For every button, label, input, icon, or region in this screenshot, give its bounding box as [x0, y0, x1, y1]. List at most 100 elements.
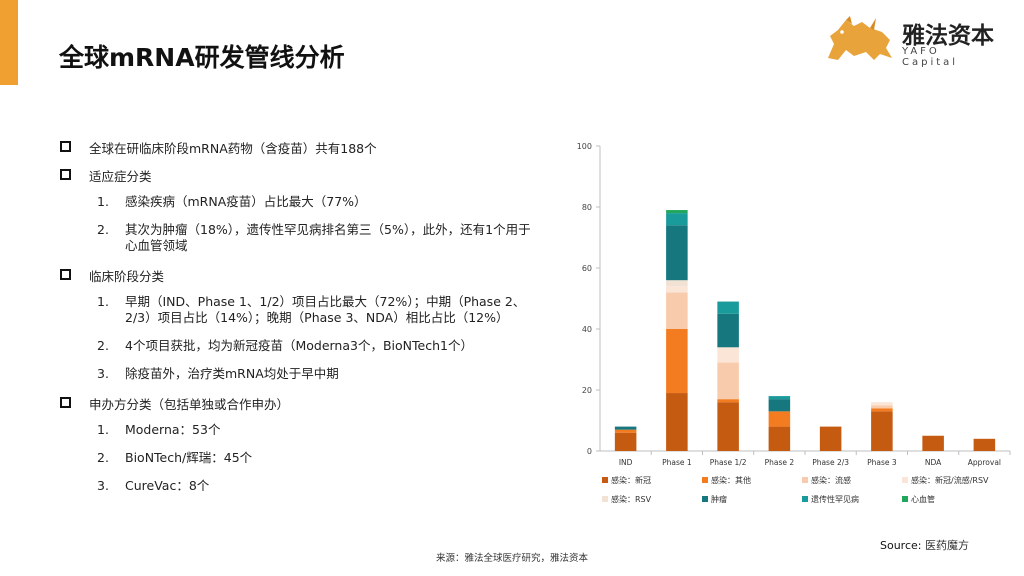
- logo-text-en: YAFO Capital: [902, 46, 959, 68]
- stacked-bar-chart: 0 20 40 60 80 100 IND Phase 1 Phase 1/2 Phase 2 Ph…: [577, 142, 1011, 504]
- x-tick-label: Phase 3: [867, 458, 897, 467]
- x-tick-label: Phase 1/2: [710, 458, 747, 467]
- bar-segment: [717, 402, 739, 451]
- bar-segment: [666, 292, 688, 329]
- source-label: Source:: [880, 539, 922, 552]
- bar-segment: [717, 362, 739, 400]
- sub-bullet-text: 早期（IND、Phase 1、1/2）项目占比最大（72%）；中期（Phase …: [125, 294, 526, 325]
- legend-label: 感染：新冠/流感/RSV: [911, 475, 989, 485]
- square-bullet-icon: [60, 169, 71, 180]
- sub-bullet-item: 1. Moderna：53个: [97, 422, 543, 438]
- y-tick-label: 0: [587, 447, 592, 456]
- bullet-text: 临床阶段分类: [89, 269, 165, 284]
- bar-segment: [717, 313, 739, 348]
- sub-bullet-item: 1. 感染疾病（mRNA疫苗）占比最大（77%）: [97, 194, 543, 210]
- bar-segment: [871, 402, 893, 406]
- bar-segment: [768, 399, 791, 412]
- bar-segment: [768, 426, 791, 451]
- sub-bullet-text: CureVac：8个: [125, 478, 210, 493]
- square-bullet-icon: [60, 141, 71, 152]
- bar-segment: [666, 225, 688, 281]
- bullet-item: 全球在研临床阶段mRNA药物（含疫苗）共有188个: [60, 138, 377, 157]
- legend-swatch: [602, 477, 608, 483]
- x-tick-label: NDA: [925, 458, 942, 467]
- sub-bullet-number: 3.: [97, 478, 109, 493]
- legend-label: 感染：其他: [711, 475, 751, 485]
- sub-bullet-number: 2.: [97, 450, 109, 465]
- x-tick-label: Phase 1: [662, 458, 692, 467]
- page-title: 全球mRNA研发管线分析: [59, 43, 345, 72]
- sub-bullet-item: 3. CureVac：8个: [97, 478, 543, 494]
- bar-segment: [871, 408, 893, 412]
- legend-swatch: [602, 496, 608, 502]
- bullet-item: 申办方分类（包括单独或合作申办）: [60, 394, 289, 413]
- legend-swatch: [802, 496, 808, 502]
- source-name: 医药魔方: [925, 539, 969, 552]
- bar-segment: [614, 426, 637, 430]
- bar-segment: [819, 426, 842, 451]
- accent-bar: [0, 0, 18, 85]
- bar-segment: [666, 329, 688, 394]
- square-bullet-icon: [60, 269, 71, 280]
- bar-segment: [666, 213, 688, 226]
- sub-bullet-text: 除疫苗外，治疗类mRNA均处于早中期: [125, 366, 339, 381]
- bar-segment: [717, 399, 739, 403]
- bullet-item: 临床阶段分类: [60, 266, 164, 285]
- sub-bullet-number: 1.: [97, 194, 109, 209]
- bar-segment: [717, 301, 739, 314]
- x-tick-label: IND: [619, 458, 633, 467]
- bullet-text: 适应症分类: [89, 169, 152, 184]
- bar-segment: [666, 393, 688, 451]
- sub-bullet-text: 其次为肿瘤（18%），遗传性罕见病排名第三（5%），此外，还有1个用于心血管领域: [125, 222, 531, 253]
- legend-label: 心血管: [911, 494, 935, 504]
- y-tick-label: 40: [582, 325, 592, 334]
- square-bullet-icon: [60, 397, 71, 408]
- sub-bullet-text: 感染疾病（mRNA疫苗）占比最大（77%）: [125, 194, 367, 209]
- sub-bullet-item: 1. 早期（IND、Phase 1、1/2）项目占比最大（72%）；中期（Pha…: [97, 294, 543, 326]
- y-tick-label: 60: [582, 264, 592, 273]
- legend-swatch: [902, 496, 908, 502]
- sub-bullet-text: 4个项目获批，均为新冠疫苗（Moderna3个，BioNTech1个）: [125, 338, 473, 353]
- sub-bullet-item: 2. 其次为肿瘤（18%），遗传性罕见病排名第三（5%），此外，还有1个用于心血…: [97, 222, 543, 254]
- sub-bullet-text: BioNTech/辉瑞：45个: [125, 450, 253, 465]
- x-tick-label: Phase 2/3: [812, 458, 849, 467]
- company-logo: 雅法资本 YAFO Capital: [824, 14, 994, 68]
- bar-segment: [768, 411, 791, 427]
- legend-swatch: [902, 477, 908, 483]
- footer-note: 来源：雅法全球医疗研究，雅法资本: [435, 553, 588, 564]
- bullet-text: 申办方分类（包括单独或合作申办）: [89, 397, 290, 412]
- bullet-item: 适应症分类: [60, 166, 152, 185]
- y-tick-label: 100: [577, 142, 592, 151]
- logo-text-cn: 雅法资本: [902, 23, 994, 49]
- sub-bullet-item: 2. 4个项目获批，均为新冠疫苗（Moderna3个，BioNTech1个）: [97, 338, 543, 354]
- sub-bullet-text: Moderna：53个: [125, 422, 221, 437]
- y-tick-label: 80: [582, 203, 592, 212]
- legend-swatch: [702, 477, 708, 483]
- sub-bullet-item: 3. 除疫苗外，治疗类mRNA均处于早中期: [97, 366, 543, 382]
- bar-segment: [614, 429, 637, 433]
- x-tick-label: Phase 2: [765, 458, 795, 467]
- sub-bullet-number: 1.: [97, 294, 109, 309]
- legend-label: 感染：新冠: [611, 475, 651, 485]
- bar-segment: [871, 411, 893, 451]
- bar-segment: [614, 432, 637, 451]
- sub-bullet-number: 3.: [97, 366, 109, 381]
- x-tick-label: Approval: [968, 458, 1001, 467]
- legend-swatch: [702, 496, 708, 502]
- bar-segment: [768, 396, 791, 400]
- sub-bullet-number: 1.: [97, 422, 109, 437]
- sub-bullet-item: 2. BioNTech/辉瑞：45个: [97, 450, 543, 466]
- y-tick-label: 20: [582, 386, 592, 395]
- bar-segment: [922, 435, 944, 451]
- bar-segment: [871, 405, 893, 409]
- sub-bullet-number: 2.: [97, 338, 109, 353]
- legend-label: 感染：RSV: [611, 494, 652, 504]
- bar-segment: [717, 347, 739, 363]
- bar-segment: [666, 280, 688, 287]
- chart-source: Source: 医药魔方: [880, 537, 969, 553]
- legend-label: 感染：流感: [811, 475, 851, 485]
- legend-label: 肿瘤: [711, 494, 727, 504]
- sub-bullet-number: 2.: [97, 222, 109, 237]
- lion-logo-icon: [828, 16, 892, 60]
- bullet-text: 全球在研临床阶段mRNA药物（含疫苗）共有188个: [89, 141, 377, 156]
